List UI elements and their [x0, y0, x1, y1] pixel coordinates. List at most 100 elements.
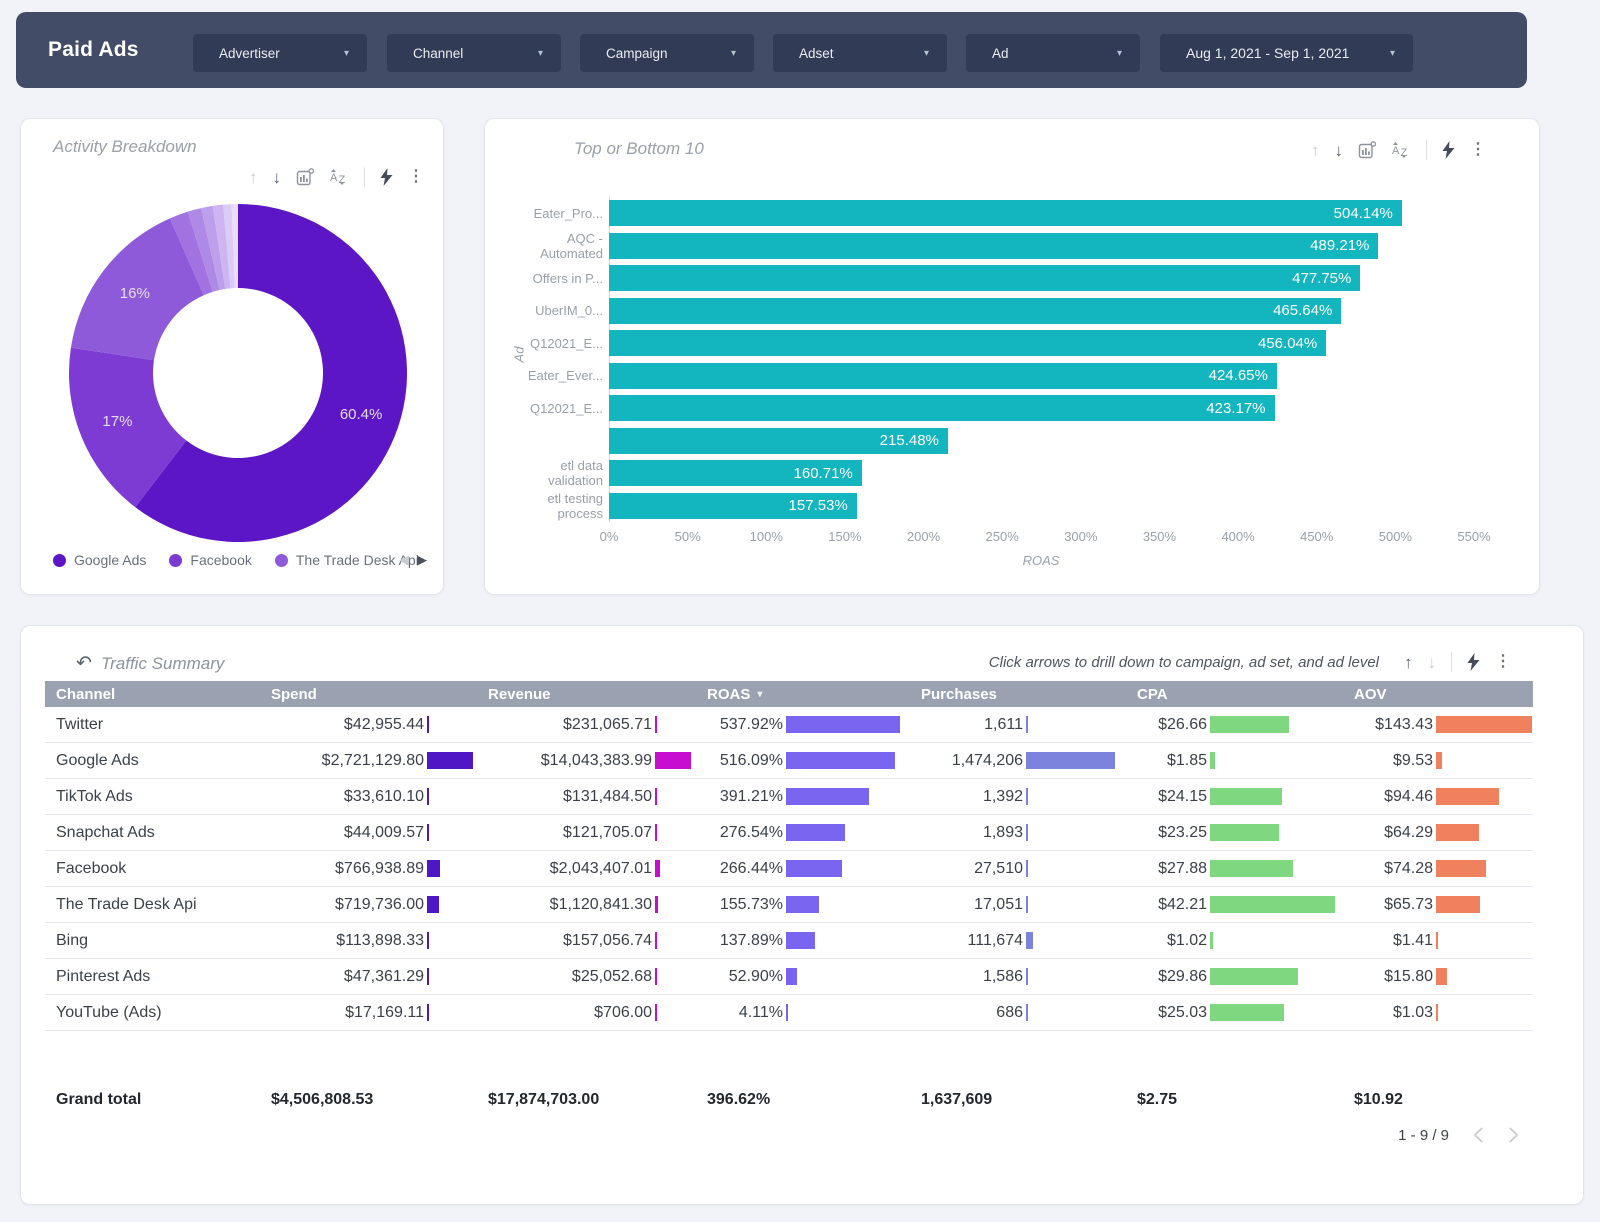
activity-card-title: Activity Breakdown [53, 137, 197, 156]
page-next-icon[interactable] [1508, 1126, 1519, 1144]
donut-slice-small[interactable] [223, 204, 235, 289]
legend-item-google-ads[interactable]: Google Ads [53, 552, 146, 568]
filter-channel[interactable]: Channel ▾ [387, 34, 561, 72]
roas-bar-8[interactable]: 215.48% [609, 427, 948, 454]
legend-label: Facebook [190, 552, 252, 568]
revenue-bar [655, 932, 657, 949]
column-header-roas[interactable]: ROAS ▾ [692, 681, 901, 707]
roas-value: 4.11% [738, 1003, 783, 1021]
move-down-icon[interactable]: ↓ [1334, 140, 1344, 160]
cpa-value: $25.03 [1158, 1003, 1207, 1021]
x-tick-label: 500% [1378, 529, 1412, 544]
y-tick-label: Eater_Pro... [533, 205, 603, 221]
donut-slice-small[interactable] [187, 208, 220, 292]
roas-bar-10[interactable]: 157.53% [609, 492, 857, 519]
bar-value-label: 477.75% [1292, 269, 1352, 287]
cpa-cell: $1.85 [1116, 743, 1336, 778]
legend-next-icon[interactable]: ▶ [417, 552, 427, 567]
donut-slice-google-ads[interactable] [135, 204, 407, 542]
spend-cell: $17,169.11 [251, 995, 474, 1030]
donut-slice-small[interactable] [231, 204, 238, 289]
chart-settings-icon[interactable] [1358, 141, 1376, 159]
cpa-cell: $27.88 [1116, 851, 1336, 886]
roas-bar-7[interactable]: 423.17% [609, 395, 1275, 422]
table-row-google-ads[interactable]: Google Ads $2,721,129.80 $14,043,383.99 516… [45, 743, 1533, 779]
roas-bar-2[interactable]: 489.21% [609, 232, 1379, 259]
lightning-icon[interactable] [1442, 141, 1455, 159]
donut-slice-facebook[interactable] [69, 347, 187, 508]
filter-ad[interactable]: Ad ▾ [966, 34, 1140, 72]
channel-cell: Facebook [56, 859, 127, 877]
revenue-bar-track [652, 788, 657, 805]
move-up-icon[interactable]: ↑ [1404, 652, 1413, 672]
aov-value: $1.03 [1392, 1003, 1433, 1021]
column-header-cpa[interactable]: CPA [1116, 681, 1336, 707]
legend-item-the-trade-desk-api[interactable]: The Trade Desk Api [274, 552, 419, 568]
chevron-down-icon: ▾ [343, 47, 349, 59]
move-down-icon[interactable]: ↓ [1427, 652, 1437, 672]
move-up-icon[interactable]: ↑ [249, 167, 258, 187]
roas-value: 276.54% [719, 823, 783, 841]
spend-bar-track [424, 860, 440, 877]
donut-slice-small[interactable] [169, 211, 213, 296]
revenue-value: $157,056.74 [563, 931, 652, 949]
x-axis-title: ROAS [1022, 553, 1060, 568]
aov-bar-track [1433, 1004, 1438, 1021]
filter-campaign[interactable]: Campaign ▾ [580, 34, 754, 72]
filter-adset[interactable]: Adset ▾ [773, 34, 947, 72]
spend-value: $113,898.33 [336, 931, 424, 949]
x-tick-label: 100% [749, 529, 783, 544]
donut-slice-the-trade-desk-api[interactable] [70, 218, 204, 361]
roas-cell: 276.54% [692, 815, 901, 850]
column-header-purchases[interactable]: Purchases [901, 681, 1116, 707]
legend-item-facebook[interactable]: Facebook [169, 552, 252, 568]
column-header-channel[interactable]: Channel [45, 681, 251, 707]
purchases-value: 1,392 [982, 787, 1023, 805]
table-row-bing[interactable]: Bing $113,898.33 $157,056.74 137.89% 111,674… [45, 923, 1533, 959]
table-row-snapchat-ads[interactable]: Snapchat Ads $44,009.57 $121,705.07 276.54%… [45, 815, 1533, 851]
more-options-icon[interactable]: ⋮ [408, 168, 424, 185]
more-options-icon[interactable]: ⋮ [1470, 141, 1486, 158]
column-header-aov[interactable]: AOV [1336, 681, 1533, 707]
roas-bar-5[interactable]: 456.04% [609, 330, 1327, 357]
table-row-facebook[interactable]: Facebook $766,938.89 $2,043,407.01 266.44% 2… [45, 851, 1533, 887]
filter-advertiser[interactable]: Advertiser ▾ [193, 34, 367, 72]
cpa-cell: $26.66 [1116, 707, 1336, 742]
table-row-twitter[interactable]: Twitter $42,955.44 $231,065.71 537.92% 1,611… [45, 707, 1533, 743]
roas-bar-6[interactable]: 424.65% [609, 362, 1277, 389]
purchases-bar [1026, 824, 1028, 841]
table-row-the-trade-desk-api[interactable]: The Trade Desk Api $719,736.00 $1,120,841.… [45, 887, 1533, 923]
lightning-icon[interactable] [1467, 653, 1480, 671]
table-row-tiktok-ads[interactable]: TikTok Ads $33,610.10 $131,484.50 391.21% 1,… [45, 779, 1533, 815]
bar-value-label: 456.04% [1258, 334, 1318, 352]
move-down-icon[interactable]: ↓ [272, 167, 282, 187]
roas-bar-track [783, 932, 816, 949]
move-up-icon[interactable]: ↑ [1311, 140, 1320, 160]
undo-drill-icon[interactable]: ↶ [76, 653, 92, 674]
lightning-icon[interactable] [380, 168, 393, 186]
more-options-icon[interactable]: ⋮ [1495, 653, 1511, 670]
table-row-youtube-ads[interactable]: YouTube (Ads) $17,169.11 $706.00 4.11% 686 $2… [45, 995, 1533, 1031]
roas-value: 391.21% [719, 787, 783, 805]
purchases-cell: 686 [901, 995, 1116, 1030]
table-row-pinterest-ads[interactable]: Pinterest Ads $47,361.29 $25,052.68 52.90% 1… [45, 959, 1533, 995]
roas-bar-4[interactable]: 465.64% [609, 297, 1342, 324]
roas-bar-1[interactable]: 504.14% [609, 200, 1402, 227]
donut-slice-small[interactable] [212, 204, 231, 289]
column-header-spend[interactable]: Spend [251, 681, 474, 707]
column-header-revenue[interactable]: Revenue [474, 681, 692, 707]
page-prev-icon[interactable] [1473, 1126, 1484, 1144]
chart-settings-icon[interactable] [296, 168, 314, 186]
date-range-picker[interactable]: Aug 1, 2021 - Sep 1, 2021 ▾ [1160, 34, 1413, 72]
roas-bar-3[interactable]: 477.75% [609, 265, 1361, 292]
revenue-value: $1,120,841.30 [549, 895, 652, 913]
legend-prev-icon[interactable]: ◀ [399, 552, 409, 567]
roas-bar-9[interactable]: 160.71% [609, 460, 862, 487]
donut-slice-small[interactable] [201, 205, 226, 291]
revenue-bar-track [652, 752, 691, 769]
cpa-bar-track [1207, 824, 1279, 841]
cpa-bar [1210, 896, 1335, 913]
